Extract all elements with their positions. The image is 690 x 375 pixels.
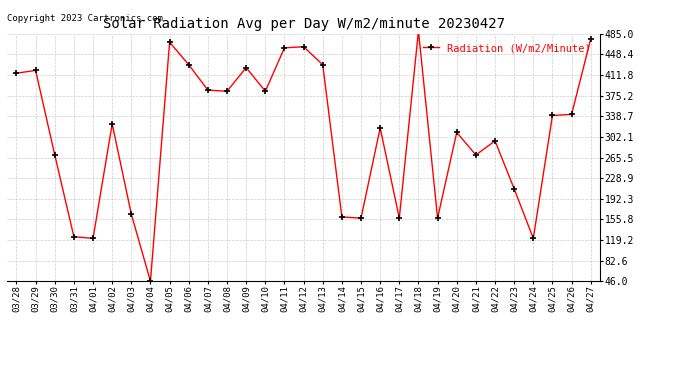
Radiation (W/m2/Minute) — [586, 37, 595, 41]
Radiation (W/m2/Minute) — [395, 216, 404, 220]
Radiation (W/m2/Minute) — [472, 153, 480, 157]
Radiation (W/m2/Minute) — [146, 279, 155, 284]
Radiation (W/m2/Minute) — [299, 45, 308, 49]
Radiation (W/m2/Minute) — [50, 153, 59, 157]
Radiation (W/m2/Minute) — [453, 130, 461, 135]
Line: Radiation (W/m2/Minute): Radiation (W/m2/Minute) — [13, 27, 594, 285]
Radiation (W/m2/Minute) — [12, 71, 21, 75]
Radiation (W/m2/Minute) — [262, 89, 270, 93]
Radiation (W/m2/Minute) — [357, 216, 365, 220]
Radiation (W/m2/Minute) — [280, 46, 288, 50]
Radiation (W/m2/Minute) — [166, 40, 174, 45]
Radiation (W/m2/Minute) — [529, 236, 538, 241]
Radiation (W/m2/Minute) — [433, 216, 442, 220]
Radiation (W/m2/Minute) — [549, 113, 557, 118]
Title: Solar Radiation Avg per Day W/m2/minute 20230427: Solar Radiation Avg per Day W/m2/minute … — [103, 17, 504, 31]
Radiation (W/m2/Minute) — [510, 186, 518, 191]
Radiation (W/m2/Minute) — [108, 122, 117, 126]
Radiation (W/m2/Minute) — [242, 65, 250, 70]
Legend: Radiation (W/m2/Minute): Radiation (W/m2/Minute) — [419, 39, 595, 57]
Radiation (W/m2/Minute) — [204, 88, 212, 92]
Radiation (W/m2/Minute) — [414, 28, 422, 33]
Radiation (W/m2/Minute) — [127, 212, 135, 216]
Text: Copyright 2023 Cartronics.com: Copyright 2023 Cartronics.com — [7, 14, 163, 23]
Radiation (W/m2/Minute) — [567, 112, 575, 117]
Radiation (W/m2/Minute) — [89, 236, 97, 241]
Radiation (W/m2/Minute) — [337, 215, 346, 219]
Radiation (W/m2/Minute) — [223, 89, 231, 93]
Radiation (W/m2/Minute) — [491, 139, 499, 143]
Radiation (W/m2/Minute) — [319, 63, 327, 67]
Radiation (W/m2/Minute) — [32, 68, 40, 73]
Radiation (W/m2/Minute) — [185, 63, 193, 67]
Radiation (W/m2/Minute) — [376, 126, 384, 130]
Radiation (W/m2/Minute) — [70, 234, 78, 239]
